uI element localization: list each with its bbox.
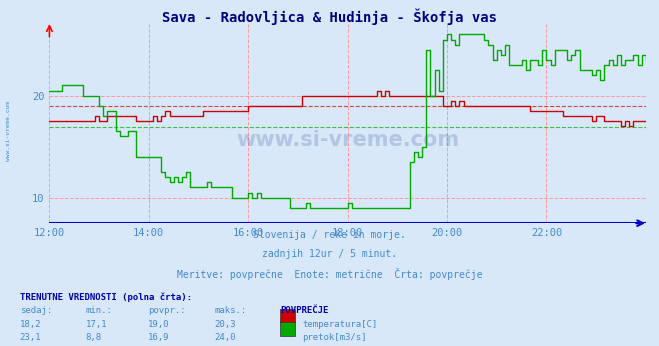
Text: temperatura[C]: temperatura[C] [302, 320, 378, 329]
Text: 19,0: 19,0 [148, 320, 170, 329]
Text: povpr.:: povpr.: [148, 306, 186, 315]
Text: min.:: min.: [86, 306, 113, 315]
Text: www.si-vreme.com: www.si-vreme.com [236, 130, 459, 149]
Text: 17,1: 17,1 [86, 320, 107, 329]
Text: Sava - Radovljica & Hudinja - Škofja vas: Sava - Radovljica & Hudinja - Škofja vas [162, 9, 497, 25]
Text: 18,2: 18,2 [20, 320, 42, 329]
Text: www.si-vreme.com: www.si-vreme.com [6, 101, 11, 162]
Text: 8,8: 8,8 [86, 333, 101, 342]
Text: Slovenija / reke in morje.: Slovenija / reke in morje. [253, 230, 406, 240]
Text: zadnjih 12ur / 5 minut.: zadnjih 12ur / 5 minut. [262, 249, 397, 259]
Text: 24,0: 24,0 [214, 333, 236, 342]
Text: sedaj:: sedaj: [20, 306, 52, 315]
Text: 16,9: 16,9 [148, 333, 170, 342]
Text: POVPREČJE: POVPREČJE [280, 306, 328, 315]
Text: 20,3: 20,3 [214, 320, 236, 329]
Text: 23,1: 23,1 [20, 333, 42, 342]
Text: pretok[m3/s]: pretok[m3/s] [302, 333, 367, 342]
Text: maks.:: maks.: [214, 306, 246, 315]
Text: TRENUTNE VREDNOSTI (polna črta):: TRENUTNE VREDNOSTI (polna črta): [20, 292, 192, 302]
Text: Meritve: povprečne  Enote: metrične  Črta: povprečje: Meritve: povprečne Enote: metrične Črta:… [177, 268, 482, 280]
